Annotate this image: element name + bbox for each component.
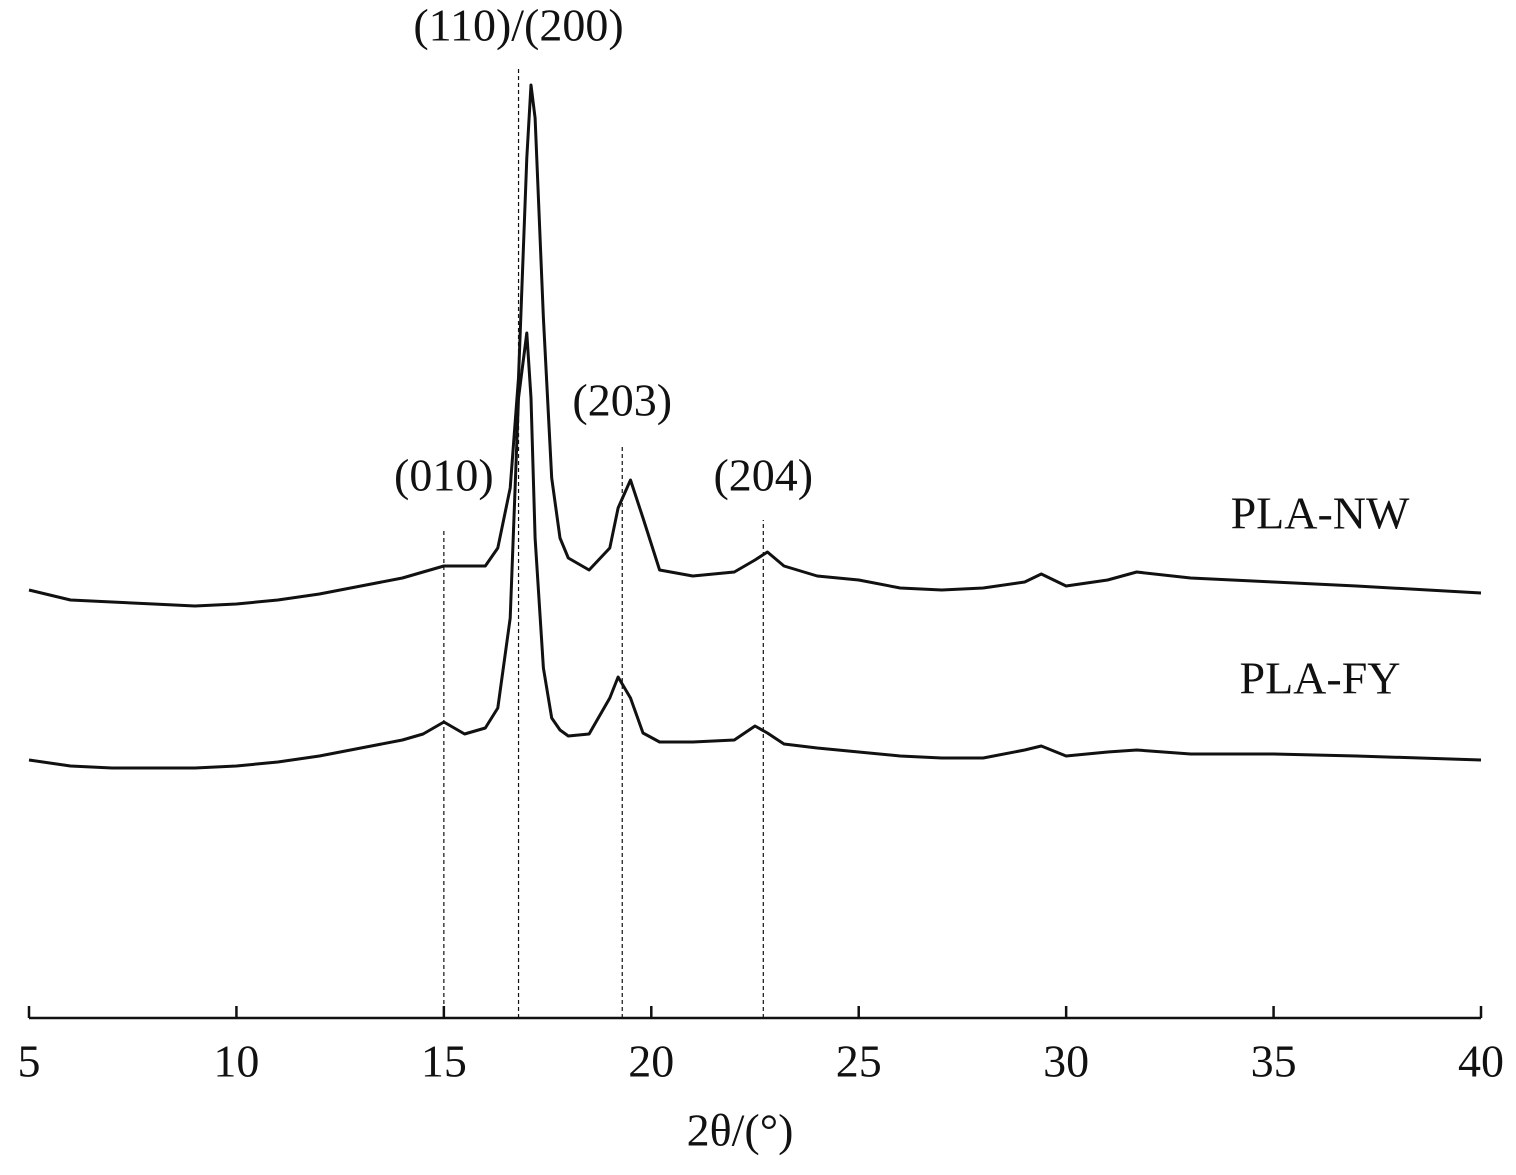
x-tick-label: 15 (421, 1036, 467, 1087)
x-tick-label: 30 (1043, 1036, 1089, 1087)
series-label: PLA-FY (1239, 653, 1400, 704)
x-tick-label: 5 (18, 1036, 41, 1087)
annotation: (110)/(200) (413, 0, 623, 51)
annotation: (010) (394, 450, 494, 501)
x-tick-label: 10 (213, 1036, 259, 1087)
series-label: PLA-NW (1231, 488, 1410, 539)
annotation: (203) (572, 375, 672, 426)
data-line (28, 83, 1482, 608)
x-axis-label: 2θ/(°) (687, 1105, 794, 1156)
annotation: (204) (713, 450, 813, 501)
data-line (28, 331, 1482, 770)
x-tick-label: 25 (836, 1036, 882, 1087)
x-tick-label: 20 (628, 1036, 674, 1087)
x-tick-label: 40 (1458, 1036, 1504, 1087)
x-tick-label: 35 (1251, 1036, 1297, 1087)
